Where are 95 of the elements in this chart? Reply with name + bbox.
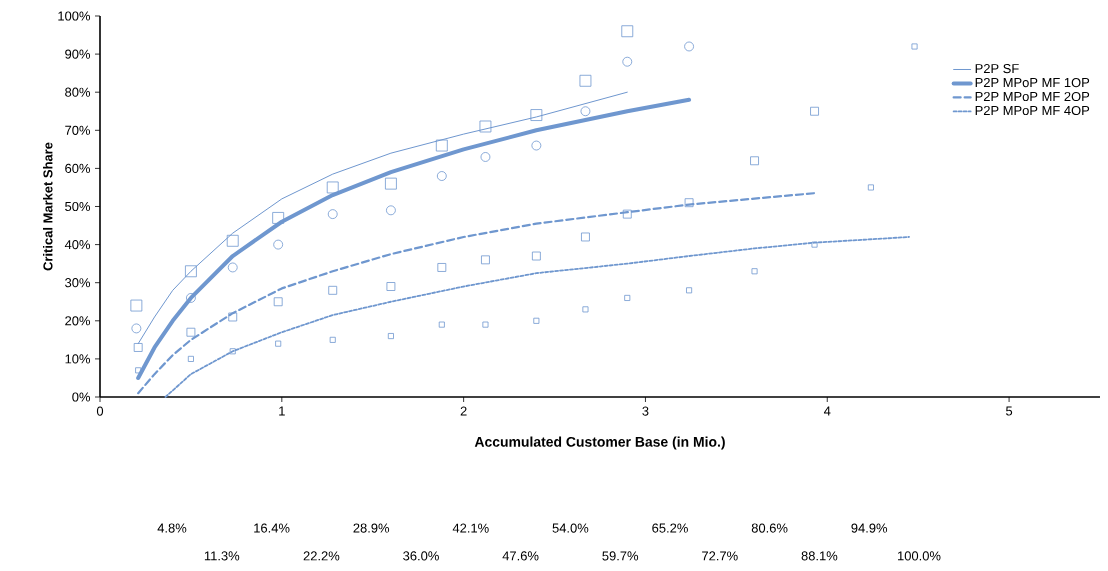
text: 94.9% <box>851 523 888 533</box>
legend-label: P2P SF <box>975 63 1019 74</box>
point <box>684 41 694 52</box>
point <box>622 56 633 67</box>
y-tick-label: 60% <box>65 163 91 173</box>
legend-label: P2P MPoP MF 4OP <box>975 105 1090 116</box>
text: 88.1% <box>801 551 838 561</box>
y-tick-label: 30% <box>65 278 91 288</box>
point <box>621 25 634 38</box>
text: 4.8% <box>157 523 187 533</box>
point <box>580 106 591 117</box>
point <box>387 333 394 340</box>
point <box>273 297 283 307</box>
point <box>436 171 447 181</box>
line-series <box>137 192 816 395</box>
point <box>479 120 492 133</box>
text: 47.6% <box>502 551 539 561</box>
point <box>329 336 336 343</box>
y-tick-label: 10% <box>65 354 91 364</box>
point <box>530 109 543 121</box>
text: 36.0% <box>403 551 439 561</box>
text: 42.1% <box>452 523 489 533</box>
x-tick-label: 1 <box>279 406 285 416</box>
legend-label: P2P MPoP MF 2OP <box>975 91 1090 102</box>
point <box>435 139 448 152</box>
point <box>386 282 396 291</box>
point <box>227 262 238 273</box>
y-tick-label: 100% <box>58 11 91 21</box>
point <box>750 156 759 166</box>
point <box>186 293 196 303</box>
point <box>275 340 282 347</box>
text: 16.4% <box>254 523 290 533</box>
text: 22.2% <box>303 551 340 561</box>
point <box>226 234 239 247</box>
y-tick-label: 50% <box>65 201 91 212</box>
point <box>186 327 196 337</box>
point <box>867 184 874 191</box>
text: 100.0% <box>898 551 941 561</box>
point <box>385 177 397 190</box>
y-tick-label: 20% <box>65 316 91 326</box>
text: 11.3% <box>204 551 240 561</box>
point <box>438 321 445 328</box>
point <box>386 205 396 216</box>
x-axis-title: Accumulated Customer Base (in Mio.) <box>474 436 725 450</box>
y-tick-label: 90% <box>65 49 91 59</box>
point <box>531 251 541 261</box>
point <box>480 152 491 162</box>
point <box>229 348 236 355</box>
point <box>686 287 693 294</box>
point <box>811 241 818 248</box>
text: 65.2% <box>652 523 688 533</box>
point <box>482 321 489 328</box>
point <box>328 285 338 295</box>
y-tick-label: 70% <box>65 125 91 135</box>
point <box>622 209 632 219</box>
x-tick-label: 4 <box>823 406 831 416</box>
point <box>327 209 338 220</box>
text: 54.0% <box>552 523 589 533</box>
point <box>911 43 918 50</box>
x-tick-label: 3 <box>642 406 649 416</box>
point <box>810 106 819 116</box>
x-tick-label: 5 <box>1005 406 1013 416</box>
point <box>481 255 490 265</box>
y-axis-title: Critical Market Share <box>43 142 53 271</box>
point <box>273 239 284 250</box>
x-tick-label: 2 <box>460 406 467 416</box>
y-tick-label: 0% <box>72 392 91 402</box>
point <box>130 299 143 312</box>
x-tick-label: 0 <box>96 406 104 416</box>
text: 59.7% <box>602 551 639 561</box>
point <box>533 317 540 324</box>
point <box>579 74 592 87</box>
text: 80.6% <box>751 523 788 533</box>
line-series <box>136 97 692 380</box>
point <box>185 265 197 278</box>
text: 72.7% <box>702 551 738 561</box>
point <box>131 323 142 334</box>
point <box>624 294 631 301</box>
line-series <box>164 236 910 398</box>
y-tick-label: 80% <box>65 87 91 97</box>
point <box>684 198 694 208</box>
point <box>581 232 590 242</box>
point <box>133 343 143 352</box>
point <box>437 263 447 272</box>
point <box>531 140 542 151</box>
point <box>187 355 194 362</box>
point <box>135 367 142 374</box>
point <box>582 306 589 313</box>
point <box>751 268 758 275</box>
legend-label: P2P MPoP MF 1OP <box>975 77 1090 88</box>
point <box>272 212 285 224</box>
y-tick-label: 40% <box>64 240 91 250</box>
point <box>228 312 238 322</box>
point <box>326 181 339 194</box>
text: 28.9% <box>353 523 390 533</box>
